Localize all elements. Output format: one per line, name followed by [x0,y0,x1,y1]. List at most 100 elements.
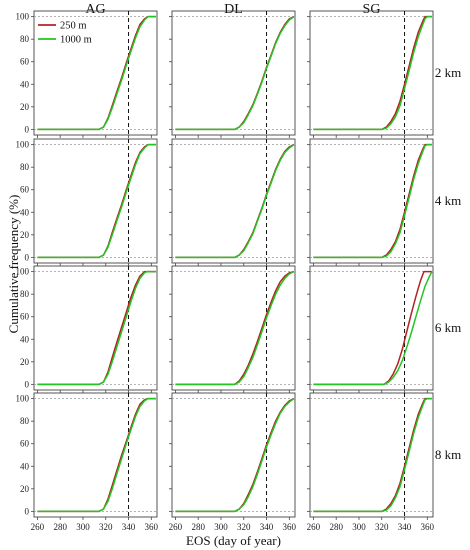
series-line-1000m [37,270,156,386]
y-tick-label: 40 [20,207,30,217]
x-tick-label: 360 [283,522,297,532]
series-line-250m [175,270,295,386]
y-tick-label: 40 [20,79,30,89]
y-tick-label: 100 [16,394,30,404]
y-tick-label: 20 [20,230,30,240]
panel-frame [309,265,434,391]
x-tick-label: 280 [191,522,205,532]
series-line-250m [313,397,432,513]
series-line-1000m [313,15,432,131]
series-line-1000m [37,15,156,131]
panel-ag-4km: 0 20 40 60 80 100 [16,138,158,266]
panel-frame [33,392,158,518]
panel-ag-6km: 0 20 40 60 80 100 [16,265,158,393]
panel-dl-6km [169,265,296,393]
panel-dl-8km: 260 280 300 320 340 360 [169,392,297,532]
x-tick-label: 300 [352,522,366,532]
panel-frame [171,265,296,391]
series-line-250m [37,143,156,259]
panel-sg-2km [307,10,434,138]
column-titles: AG DL SG [85,2,380,17]
x-tick-label: 340 [122,522,136,532]
y-tick-label: 0 [25,124,30,134]
x-tick-label: 320 [99,522,113,532]
row-title-8km: 8 km [435,447,461,462]
legend-label-250m: 250 m [60,21,87,32]
panel-sg-8km: 260 280 300 320 340 360 [307,392,435,532]
y-tick-label: 20 [20,102,30,112]
panel-frame [33,10,158,136]
y-tick-label: 80 [20,162,30,172]
column-title-ag: AG [85,2,105,17]
y-tick-label: 100 [16,267,30,277]
series-line-1000m [175,143,295,259]
y-tick-label: 0 [25,379,30,389]
column-title-dl: DL [224,2,243,17]
x-tick-label: 260 [169,522,183,532]
y-tick-label: 100 [16,12,30,22]
y-tick-label: 0 [25,506,30,516]
x-tick-label: 260 [307,522,321,532]
y-tick-label: 40 [20,334,30,344]
panel-frame [171,392,296,518]
series-line-1000m [313,143,432,259]
panel-ag-2km: 0 20 40 60 80 100 [16,10,158,138]
x-tick-label: 300 [214,522,228,532]
y-tick-label: 60 [20,185,30,195]
panel-frame [33,138,158,264]
y-tick-label: 60 [20,57,30,67]
panel-frame [309,392,434,518]
series-line-1000m [313,271,433,386]
x-tick-label: 260 [31,522,45,532]
panel-frame [309,138,434,264]
panel-frame [33,265,158,391]
row-titles: 2 km 4 km 6 km 8 km [435,65,461,462]
series-line-250m [313,15,432,131]
y-tick-label: 80 [20,34,30,44]
series-line-1000m [37,143,156,259]
x-axis-label: EOS (day of year) [186,533,281,548]
x-tick-label: 360 [145,522,159,532]
series-line-250m [313,270,432,386]
row-title-4km: 4 km [435,193,461,208]
y-tick-label: 100 [16,140,30,150]
series-line-250m [175,397,295,513]
panel-frame [171,138,296,264]
x-tick-label: 360 [421,522,435,532]
x-tick-label: 300 [76,522,90,532]
series-line-1000m [313,397,432,513]
series-line-250m [37,15,156,131]
series-line-1000m [175,15,295,131]
x-tick-label: 280 [53,522,67,532]
series-line-250m [313,143,432,259]
panel-sg-6km [307,265,434,393]
y-tick-label: 60 [20,439,30,449]
x-tick-label: 340 [260,522,274,532]
panel-frame [171,10,296,136]
y-tick-label: 80 [20,416,30,426]
legend-label-1000m: 1000 m [60,35,92,46]
x-tick-label: 320 [237,522,251,532]
series-line-1000m [175,270,295,386]
row-title-2km: 2 km [435,65,461,80]
x-tick-label: 340 [398,522,412,532]
panel-dl-2km [169,10,296,138]
series-line-1000m [37,397,156,513]
x-tick-label: 280 [329,522,343,532]
panel-frame [309,10,434,136]
y-axis-label: Cumulative frequency (%) [6,195,21,334]
y-tick-label: 60 [20,312,30,322]
y-tick-label: 0 [25,252,30,262]
row-title-6km: 6 km [435,320,461,335]
y-tick-label: 40 [20,461,30,471]
column-title-sg: SG [363,2,381,17]
legend: 250 m 1000 m [38,21,92,46]
panels: 0 20 40 60 80 100 0 20 40 60 80 100 0 20 40 60 80 100 0 20 4… [16,10,435,532]
panel-dl-4km [169,138,296,266]
y-tick-label: 20 [20,484,30,494]
panel-sg-4km [307,138,434,266]
series-line-250m [175,15,295,131]
series-line-1000m [175,397,295,513]
y-tick-label: 20 [20,357,30,367]
